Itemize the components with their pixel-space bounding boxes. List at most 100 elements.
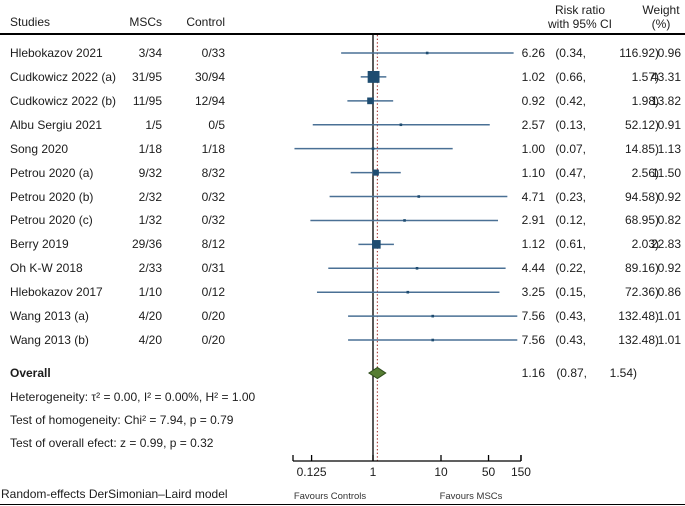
weight-value: 0.92: [657, 261, 681, 276]
control-events: 0/20: [201, 309, 225, 324]
ci-upper: 52.12): [624, 117, 659, 132]
rr-value: 2.91: [521, 213, 545, 228]
effect-marker: [367, 70, 380, 83]
overall-rr-value: 1.16: [521, 366, 545, 380]
effect-marker: [431, 338, 435, 342]
rr-value: 7.56: [521, 333, 545, 348]
overall-effect-test: Test of overall efect: z = 0.99, p = 0.3…: [10, 436, 214, 450]
rr-value: 1.12: [521, 237, 545, 252]
study-name: Cudkowicz 2022 (a): [10, 69, 117, 84]
effect-marker: [399, 123, 403, 127]
x-tick-label: 50: [481, 465, 496, 479]
control-events: 30/94: [194, 69, 225, 84]
msc-events: 29/36: [131, 237, 162, 252]
overall-ci-upper: 1.54): [609, 366, 637, 380]
rr-value: 3.25: [521, 285, 545, 300]
ci-upper: 89.16): [624, 261, 659, 276]
header-divider-rule: [0, 33, 685, 35]
rr-value: 7.56: [521, 309, 545, 324]
effect-marker: [425, 51, 429, 55]
homogeneity-test: Test of homogeneity: Chi² = 7.94, p = 0.…: [10, 413, 234, 427]
study-name: Berry 2019: [10, 237, 69, 252]
weight-value: 11.50: [651, 165, 681, 180]
ci-upper: 72.36): [624, 285, 659, 300]
ci-upper: 1.57): [631, 69, 659, 84]
weight-value: 0.86: [657, 285, 681, 300]
msc-events: 4/20: [138, 309, 162, 324]
x-tick-label: 1: [369, 465, 377, 479]
favours-left-label: Favours Controls: [293, 491, 367, 502]
control-events: 0/20: [201, 333, 225, 348]
control-events: 0/31: [201, 261, 225, 276]
overall-ci-lower: (0.87,: [556, 366, 587, 380]
weight-value: 13.82: [650, 93, 681, 108]
control-events: 8/32: [201, 165, 225, 180]
control-events: 8/12: [201, 237, 225, 252]
msc-events: 4/20: [138, 333, 162, 348]
ci-lower: (0.47,: [555, 165, 586, 180]
ci-upper: 132.48): [618, 333, 659, 348]
study-name: Oh K-W 2018: [10, 261, 83, 276]
weight-value: 1.01: [657, 309, 681, 324]
msc-events: 2/32: [138, 189, 162, 204]
weight-column-header-line1: Weight: [642, 3, 680, 17]
ci-upper: 94.58): [624, 189, 659, 204]
msc-events: 1/18: [138, 141, 162, 156]
overall-label: Overall: [10, 366, 51, 380]
ci-lower: (0.12,: [555, 213, 586, 228]
control-events: 0/33: [201, 46, 225, 60]
msc-events: 1/5: [145, 117, 162, 132]
study-name: Wang 2013 (b): [10, 333, 89, 348]
studies-column-header: Studies: [10, 15, 51, 29]
effect-marker: [403, 219, 406, 222]
x-tick-label: 10: [434, 465, 448, 479]
ci-upper: 1.98): [631, 93, 659, 108]
effect-marker: [372, 169, 379, 176]
weight-value: 0.91: [657, 117, 681, 132]
control-events: 0/5: [208, 117, 225, 132]
x-tick-label: 0.125: [296, 465, 327, 479]
rr-value: 4.71: [521, 189, 545, 204]
ci-upper: 68.95): [624, 213, 659, 228]
msc-events: 11/95: [132, 93, 162, 108]
effect-marker: [371, 147, 375, 150]
study-name: Petrou 2020 (a): [10, 165, 94, 180]
ci-upper: 14.85): [624, 141, 659, 156]
rr-value: 1.10: [521, 165, 545, 180]
weight-value: 1.13: [657, 141, 681, 156]
msc-events: 9/32: [138, 165, 162, 180]
mscs-column-header: MSCs: [129, 15, 162, 29]
rr-value: 1.00: [521, 141, 545, 156]
effect-marker: [431, 314, 435, 318]
ci-lower: (0.15,: [555, 285, 586, 300]
overall-diamond: [367, 366, 387, 380]
study-name: Wang 2013 (a): [10, 309, 89, 324]
study-name: Hlebokazov 2017: [10, 285, 103, 300]
ci-lower: (0.61,: [555, 237, 586, 252]
effect-marker: [406, 290, 410, 294]
control-events: 12/94: [194, 93, 225, 108]
control-events: 0/12: [201, 285, 225, 300]
ci-lower: (0.43,: [555, 309, 586, 324]
bottom-rule: [0, 503, 685, 505]
rr-value: 1.02: [521, 69, 545, 84]
ci-lower: (0.42,: [555, 93, 586, 108]
rr-value: 4.44: [521, 261, 545, 276]
ci-upper: 2.56): [631, 165, 659, 180]
favours-right-label: Favours MSCs: [439, 491, 503, 502]
msc-events: 3/34: [138, 46, 162, 60]
ci-upper: 132.48): [618, 309, 659, 324]
rr-value: 0.92: [521, 93, 545, 108]
ci-lower: (0.43,: [555, 333, 586, 348]
study-name: Song 2020: [10, 141, 69, 156]
ci-upper: 2.03): [631, 237, 659, 252]
weight-value: 1.01: [657, 333, 681, 348]
weight-column-header-line2: (%): [651, 17, 671, 31]
effect-column-header-line1: Risk ratio: [554, 3, 605, 17]
study-name: Petrou 2020 (b): [10, 189, 94, 204]
ci-lower: (0.66,: [555, 69, 586, 84]
effect-marker: [417, 195, 421, 198]
effect-marker: [372, 240, 381, 249]
heterogeneity-stats: Heterogeneity: τ² = 0.00, I² = 0.00%, H²…: [10, 390, 256, 404]
